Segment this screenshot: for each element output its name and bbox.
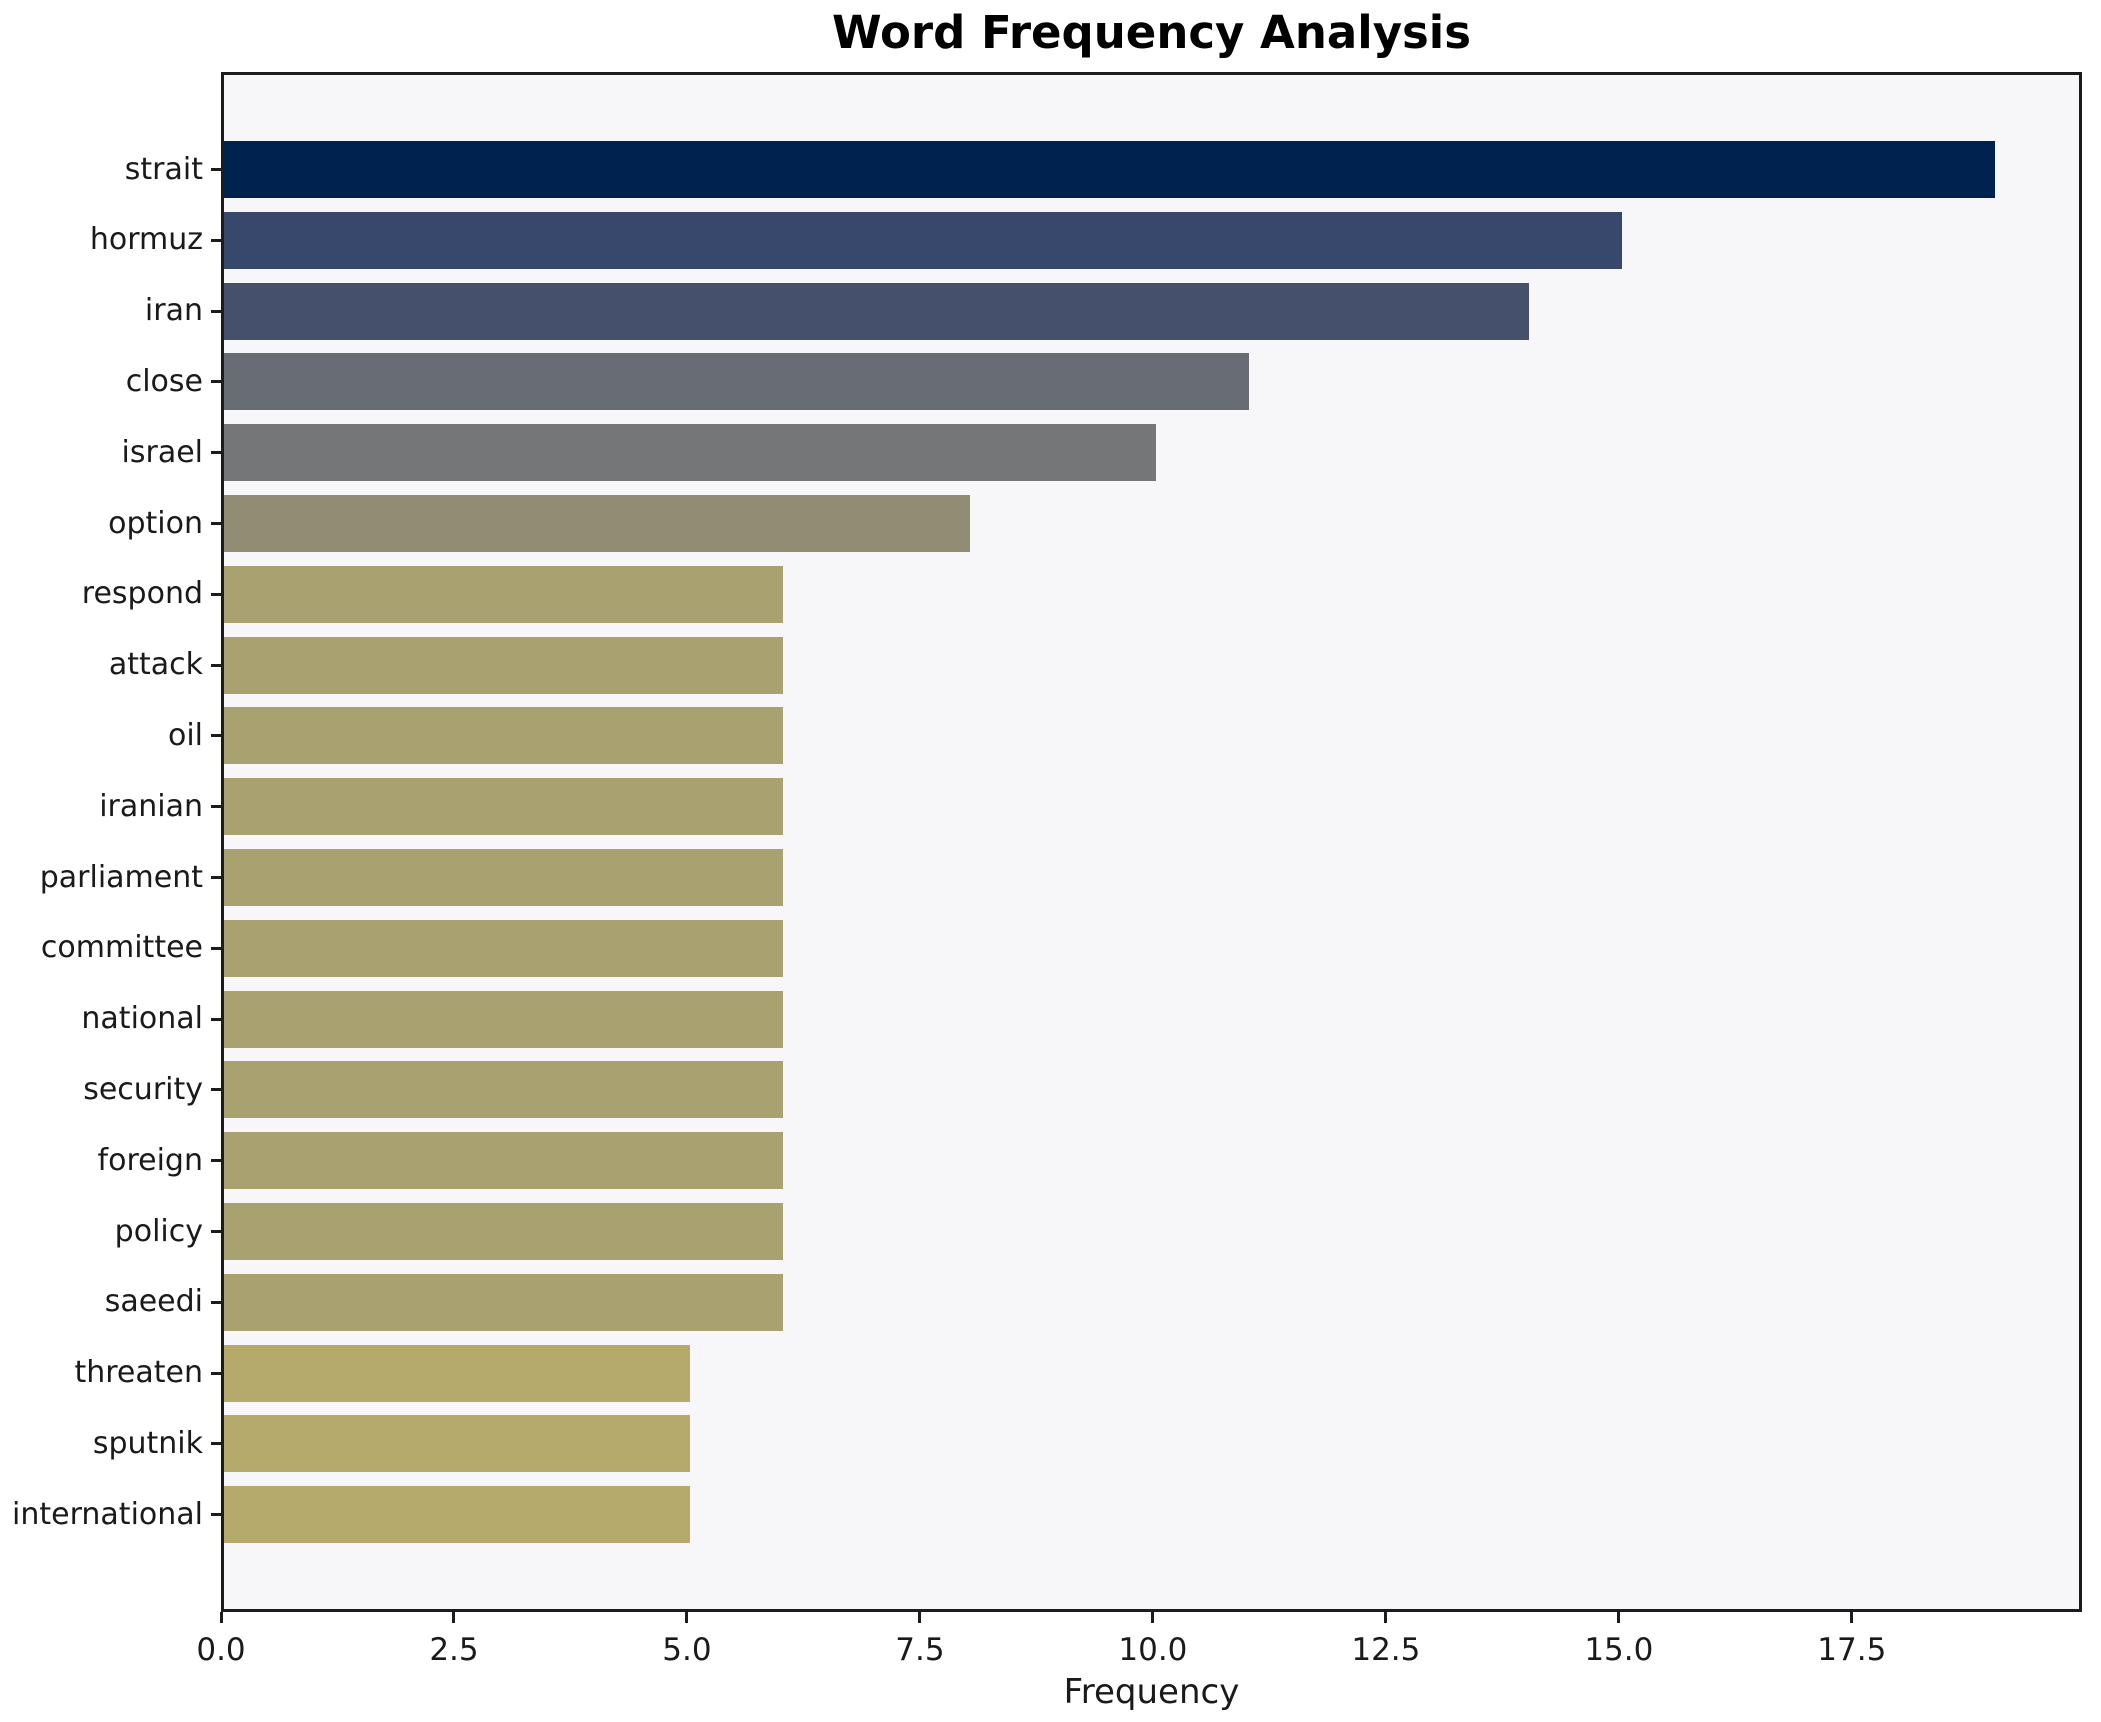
y-tick-policy <box>211 1230 221 1233</box>
x-tick-2.5 <box>452 1612 456 1623</box>
y-tick-national <box>211 1017 221 1021</box>
x-tick-5.0 <box>685 1612 689 1623</box>
x-tick-label-10.0: 10.0 <box>1118 1632 1188 1668</box>
y-tick-parliament <box>211 876 221 879</box>
y-tick-israel <box>211 451 221 455</box>
bar-policy <box>224 1203 783 1260</box>
bar-committee <box>224 919 783 977</box>
bar-option <box>224 495 970 552</box>
y-label-saeedi: saeedi <box>104 1284 203 1320</box>
bar-security <box>224 1061 783 1119</box>
x-tick-label-0.0: 0.0 <box>196 1632 246 1668</box>
bar-oil <box>224 707 783 765</box>
y-tick-iran <box>211 309 221 313</box>
y-tick-international <box>211 1513 221 1517</box>
x-tick-label-5.0: 5.0 <box>662 1632 712 1668</box>
y-label-national: national <box>81 1001 203 1037</box>
y-tick-strait <box>211 168 221 171</box>
y-tick-close <box>211 380 221 384</box>
x-axis-label: Frequency <box>1063 1672 1240 1712</box>
x-tick-label-17.5: 17.5 <box>1817 1632 1887 1668</box>
y-label-hormuz: hormuz <box>89 222 203 258</box>
y-label-respond: respond <box>81 576 203 612</box>
y-tick-iranian <box>211 805 221 809</box>
y-tick-oil <box>211 734 221 738</box>
y-label-policy: policy <box>114 1213 203 1249</box>
bar-iranian <box>224 778 783 836</box>
y-label-threaten: threaten <box>74 1355 203 1391</box>
bar-respond <box>224 565 783 623</box>
x-tick-17.5 <box>1850 1612 1854 1623</box>
bar-iran <box>224 282 1529 340</box>
y-label-option: option <box>108 505 203 541</box>
y-tick-saeedi <box>211 1300 221 1304</box>
bar-close <box>224 353 1249 411</box>
bar-attack <box>224 636 783 694</box>
y-label-close: close <box>125 363 203 399</box>
y-tick-threaten <box>211 1371 221 1375</box>
x-tick-label-15.0: 15.0 <box>1584 1632 1654 1668</box>
y-tick-committee <box>211 946 221 950</box>
bar-hormuz <box>224 211 1622 269</box>
y-label-committee: committee <box>40 930 203 966</box>
y-tick-sputnik <box>211 1442 221 1446</box>
bar-israel <box>224 424 1156 482</box>
x-tick-label-12.5: 12.5 <box>1351 1632 1421 1668</box>
y-label-strait: strait <box>124 151 203 187</box>
y-label-iran: iran <box>144 293 203 329</box>
y-label-attack: attack <box>108 647 203 683</box>
bar-international <box>224 1486 690 1544</box>
y-tick-hormuz <box>211 238 221 242</box>
x-tick-label-2.5: 2.5 <box>429 1632 479 1668</box>
y-tick-attack <box>211 663 221 667</box>
y-tick-foreign <box>211 1159 221 1163</box>
x-tick-12.5 <box>1384 1612 1388 1623</box>
y-label-oil: oil <box>167 717 203 753</box>
bar-saeedi <box>224 1273 783 1331</box>
x-tick-0.0 <box>219 1612 223 1623</box>
x-tick-15.0 <box>1617 1612 1621 1623</box>
x-tick-label-7.5: 7.5 <box>895 1632 945 1668</box>
y-label-parliament: parliament <box>39 859 203 895</box>
y-tick-option <box>211 522 221 525</box>
y-label-international: international <box>12 1496 203 1532</box>
y-tick-respond <box>211 592 221 596</box>
bar-strait <box>224 141 1995 198</box>
bar-foreign <box>224 1132 783 1190</box>
y-tick-security <box>211 1088 221 1092</box>
bar-parliament <box>224 849 783 906</box>
bar-threaten <box>224 1344 690 1402</box>
y-label-sputnik: sputnik <box>92 1425 203 1461</box>
y-label-foreign: foreign <box>97 1142 203 1178</box>
bar-sputnik <box>224 1415 690 1473</box>
chart-title: Word Frequency Analysis <box>831 6 1472 59</box>
y-label-israel: israel <box>121 434 203 470</box>
plot-area <box>221 72 2082 1612</box>
x-tick-7.5 <box>918 1612 922 1623</box>
y-label-security: security <box>83 1071 203 1107</box>
bar-national <box>224 990 783 1048</box>
y-label-iranian: iranian <box>99 788 203 824</box>
x-tick-10.0 <box>1151 1612 1155 1623</box>
